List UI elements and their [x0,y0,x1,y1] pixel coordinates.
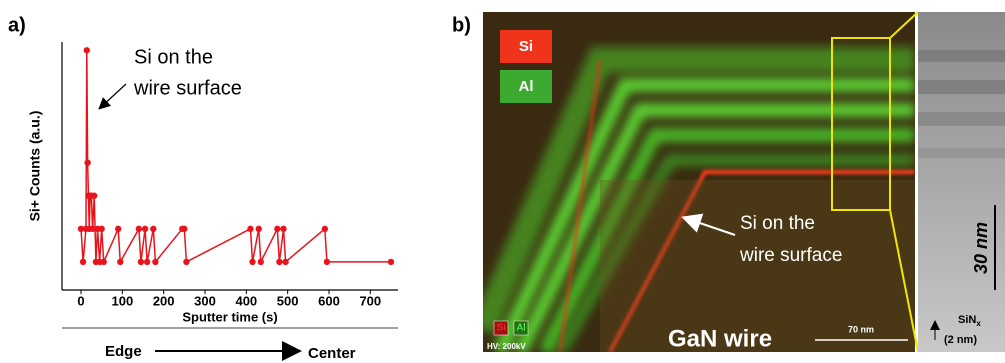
data-point [83,47,90,54]
x-axis-label: Sputter time (s) [182,309,277,324]
annotation: wire surface [133,77,242,99]
x-tick-label: 0 [77,293,84,308]
mini-swatch [513,320,529,336]
y-axis-label: Si+ Counts (a.u.) [27,111,43,222]
x-tick-label: 600 [318,293,340,308]
direction-from: Edge [105,343,142,360]
data-point [274,225,281,233]
legend-label: Si [519,38,533,55]
annotation: wire surface [739,245,842,266]
data-point [255,225,262,233]
data-point [150,225,157,233]
inset-thickness: (2 nm) [944,334,977,346]
data-point [135,225,143,233]
panel-label: a) [8,14,26,36]
x-tick-label: 400 [235,293,257,308]
annotation-arrow [681,213,736,236]
data-point [249,258,256,266]
x-tick-label: 100 [111,293,133,308]
panel-label: b) [452,14,471,36]
data-point [387,258,395,266]
inset-layer-name: SiN [958,314,976,326]
data-point [280,225,287,233]
data-point [79,258,87,266]
inset-band [918,148,1005,158]
legend-swatch [500,70,552,103]
data-point [91,192,98,199]
data-line [80,50,391,265]
zoom-line [889,209,919,353]
inset-layer-subscript: x [976,319,981,328]
micrograph [483,12,915,352]
x-tick-label: 500 [277,293,299,308]
inset-image [918,12,1005,352]
mini-legend: Al [517,323,526,334]
data-point [323,258,331,266]
data-point [276,258,283,266]
zoom-box [831,37,891,211]
annotation-arrow [98,83,127,110]
data-point [181,225,188,233]
annotation: Si on the [134,46,213,68]
data-point [183,258,190,266]
legend-swatch [500,30,552,63]
inset-band [918,50,1005,62]
x-tick-label: 700 [359,293,381,308]
data-point [84,159,91,166]
data-point [321,225,329,233]
data-point [257,258,264,266]
data-point [141,225,149,233]
data-point [77,225,85,233]
data-point [143,258,151,266]
data-point [98,225,105,233]
data-point [282,258,289,266]
data-point [100,258,107,266]
data-point [152,258,159,266]
data-point [247,225,254,233]
inset-scale: 30 nm [971,222,991,274]
scale-label: 70 nm [848,324,874,334]
mini-swatch [493,320,509,336]
data-point [137,258,145,266]
mini-legend: Si [497,323,506,334]
x-tick-label: 300 [194,293,216,308]
direction-to: Center [308,345,356,362]
sample-label: GaN wire [668,325,772,352]
inset-band [918,80,1005,94]
legend-label: Al [519,78,534,95]
data-point [115,225,122,233]
annotation: Si on the [740,213,815,234]
data-point [117,258,124,266]
inset-band [918,112,1005,126]
data-point [89,225,96,233]
x-tick-label: 200 [153,293,175,308]
zoom-line [889,11,919,39]
inset-layer: SiNx [958,314,981,328]
voltage: HV: 200kV [487,342,526,351]
